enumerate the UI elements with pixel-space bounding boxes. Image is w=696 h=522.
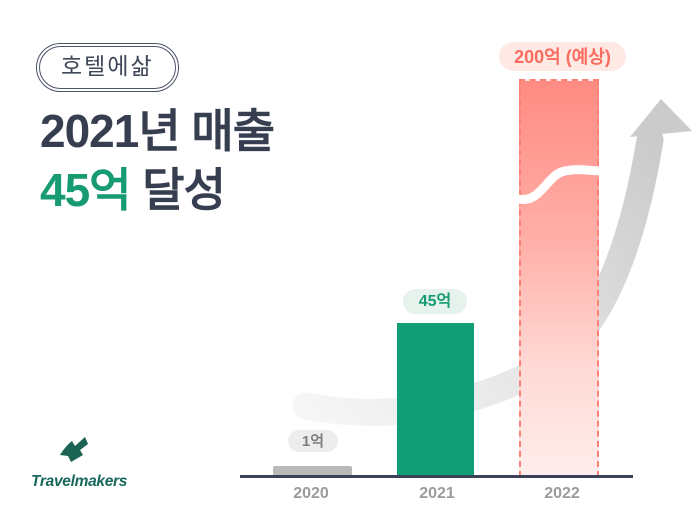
page-title-line2-rest: 달성 bbox=[130, 163, 226, 216]
x-axis-line bbox=[240, 475, 633, 478]
brand-badge-label: 호텔에삶 bbox=[39, 46, 176, 89]
bar-2022-projected bbox=[513, 79, 608, 477]
page-title-line2: 45억 달성 bbox=[40, 161, 274, 220]
bar-value-pill-2020: 1억 bbox=[288, 430, 338, 452]
bar-2021 bbox=[397, 323, 474, 476]
travelmakers-logo-icon bbox=[60, 437, 88, 462]
bar-value-pill-2021: 45억 bbox=[403, 289, 467, 314]
x-axis-label-2021: 2021 bbox=[419, 485, 455, 502]
x-axis-label-2020: 2020 bbox=[293, 485, 329, 502]
revenue-highlight: 45억 bbox=[40, 163, 131, 216]
bar-value-pill-2022: 200억 (예상) bbox=[499, 42, 626, 71]
x-axis-label-2022: 2022 bbox=[544, 485, 580, 502]
travelmakers-logo-text: Travelmakers bbox=[31, 473, 128, 490]
axis-break-wave-icon bbox=[513, 165, 608, 204]
bar-2020 bbox=[273, 466, 352, 476]
page-title-line1: 2021년 매출 bbox=[40, 105, 275, 157]
page-title: 2021년 매출 45억 달성 bbox=[40, 102, 275, 220]
brand-badge: 호텔에삶 bbox=[36, 43, 179, 92]
